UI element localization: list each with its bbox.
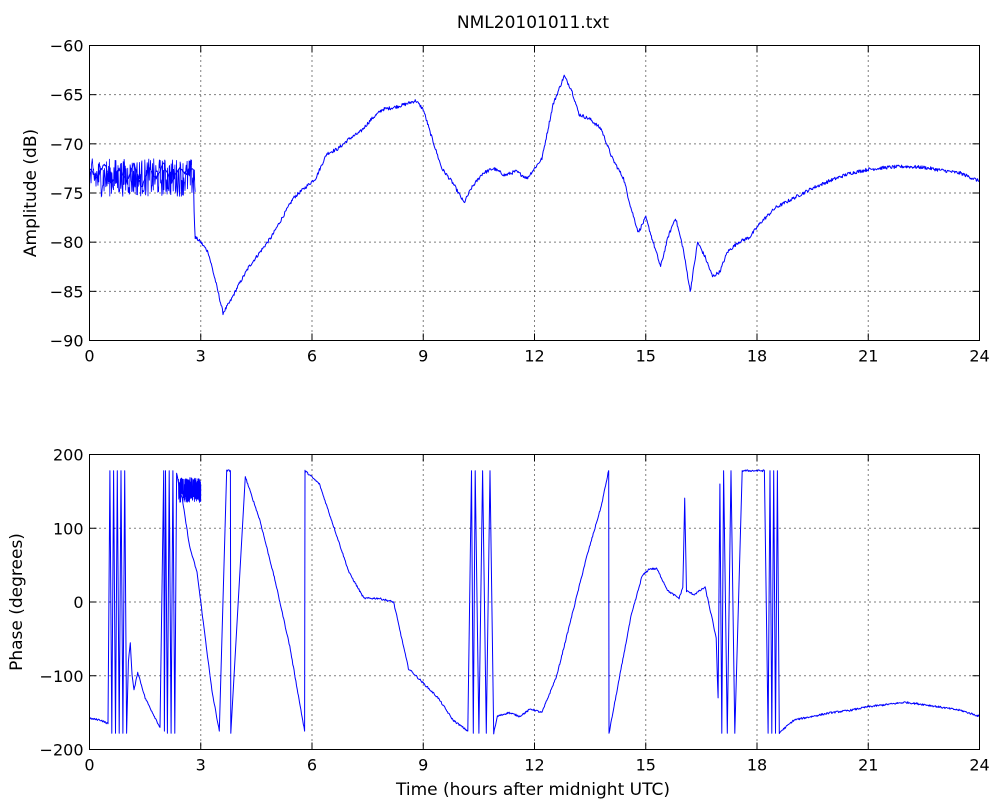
phase-plot-area — [89, 469, 980, 735]
phase-x-tick-label: 18 — [747, 756, 767, 775]
phase-x-ticks: 0 3 6 9 12 15 18 21 24 — [84, 454, 990, 775]
phase-y-axis-label: Phase (degrees) — [7, 533, 27, 671]
phase-x-axis-label: Time (hours after midnight UTC) — [395, 780, 670, 800]
amplitude-grid — [89, 45, 980, 341]
phase-x-tick-label: 21 — [858, 756, 878, 775]
phase-y-tick-label: 100 — [53, 519, 84, 538]
chart-title: NML20101011.txt — [457, 13, 610, 33]
amplitude-x-ticks: 0 3 6 9 12 15 18 21 24 — [84, 45, 990, 366]
phase-y-tick-label: −200 — [40, 741, 84, 760]
amplitude-y-tick-label: −90 — [50, 332, 84, 351]
amplitude-y-tick-label: −65 — [50, 86, 84, 105]
amplitude-y-tick-label: −75 — [50, 184, 84, 203]
amplitude-noise-band — [89, 158, 196, 198]
amplitude-y-ticks: −60 −65 −70 −75 −80 −85 −90 — [50, 37, 980, 351]
amplitude-x-tick-label: 9 — [418, 347, 428, 366]
phase-y-ticks: 200 100 0 −100 −200 — [40, 446, 980, 760]
phase-y-tick-label: −100 — [40, 667, 84, 686]
phase-x-tick-label: 0 — [84, 756, 94, 775]
phase-panel: 0 3 6 9 12 15 18 21 24 200 100 0 −100 −200 Phase (de… — [7, 446, 990, 801]
amplitude-x-tick-label: 15 — [636, 347, 656, 366]
phase-noise-band — [178, 477, 202, 503]
amplitude-x-tick-label: 12 — [524, 347, 544, 366]
amplitude-x-tick-label: 6 — [307, 347, 317, 366]
phase-x-tick-label: 3 — [196, 756, 206, 775]
phase-x-tick-label: 24 — [969, 756, 989, 775]
phase-grid — [89, 454, 980, 750]
phase-x-tick-label: 6 — [307, 756, 317, 775]
phase-x-tick-label: 12 — [524, 756, 544, 775]
phase-series-line — [89, 469, 980, 735]
amplitude-x-tick-label: 3 — [196, 347, 206, 366]
amplitude-y-axis-label: Amplitude (dB) — [21, 129, 41, 257]
phase-x-tick-label: 9 — [418, 756, 428, 775]
phase-y-tick-label: 0 — [73, 593, 83, 612]
amplitude-x-tick-label: 18 — [747, 347, 767, 366]
phase-x-tick-label: 15 — [636, 756, 656, 775]
amplitude-x-tick-label: 0 — [84, 347, 94, 366]
amplitude-x-tick-label: 24 — [969, 347, 989, 366]
amplitude-y-tick-label: −80 — [50, 233, 84, 252]
amplitude-y-tick-label: −70 — [50, 135, 84, 154]
amplitude-plot-area — [89, 74, 980, 316]
phase-y-tick-label: 200 — [53, 446, 84, 465]
amplitude-series-line — [89, 74, 980, 316]
amplitude-x-tick-label: 21 — [858, 347, 878, 366]
amplitude-y-tick-label: −60 — [50, 37, 84, 56]
amplitude-y-tick-label: −85 — [50, 282, 84, 301]
